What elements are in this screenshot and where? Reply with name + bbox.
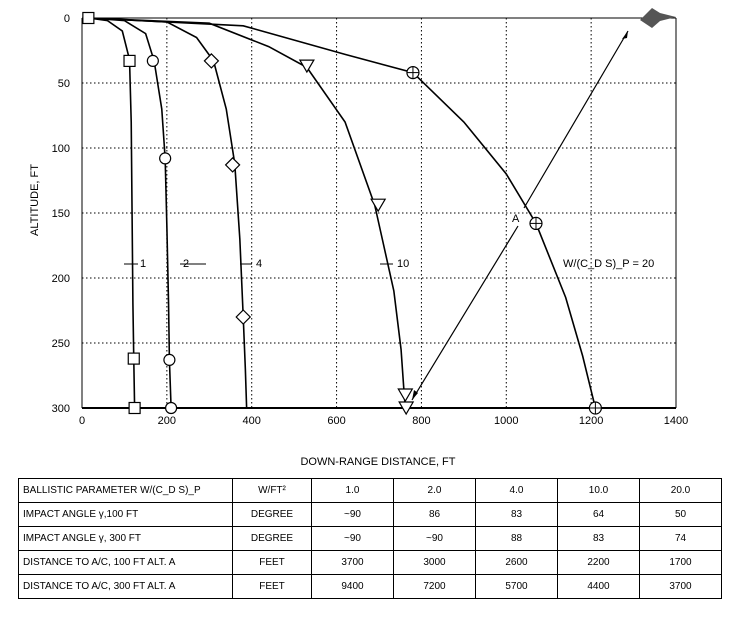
table-cell: 2600 — [475, 550, 558, 575]
row-label: BALLISTIC PARAMETER W/(C_D S)_P — [18, 478, 233, 503]
series-line — [88, 17, 248, 409]
series-line — [88, 17, 136, 409]
table-cell: 3000 — [393, 550, 476, 575]
data-point-triangle — [397, 388, 414, 403]
row-unit: FEET — [232, 574, 312, 599]
aircraft-icon — [640, 8, 676, 28]
x-axis-label: DOWN-RANGE DISTANCE, FT — [300, 456, 455, 468]
table-cell: 74 — [639, 526, 722, 551]
point-label-a: A — [512, 213, 520, 225]
x-tick-label: 1000 — [494, 415, 518, 427]
table-cell: ~90 — [393, 526, 476, 551]
data-point-triangle — [298, 59, 315, 74]
data-point-triangle — [398, 401, 415, 416]
data-point-circle — [159, 152, 172, 165]
table-cell: 1.0 — [311, 478, 394, 503]
series-line — [88, 17, 172, 409]
data-point-circle-plus — [588, 401, 602, 415]
table-cell: 1700 — [639, 550, 722, 575]
row-unit: DEGREE — [232, 502, 312, 527]
table-cell: 4.0 — [475, 478, 558, 503]
x-tick-label: 200 — [158, 415, 176, 427]
table-cell: 5700 — [475, 574, 558, 599]
table-cell: 3700 — [639, 574, 722, 599]
curve-label: 10 — [397, 258, 409, 270]
table-cell: 3700 — [311, 550, 394, 575]
table-cell: 10.0 — [557, 478, 640, 503]
table-row: DISTANCE TO A/C, 100 FT ALT. A FEET 3700 30… — [18, 550, 722, 575]
y-tick-label: 100 — [52, 143, 70, 155]
trajectory-curves — [88, 17, 597, 409]
data-point-circle — [165, 401, 178, 415]
data-point-diamond — [203, 53, 220, 69]
table-cell: 4400 — [557, 574, 640, 599]
row-label: DISTANCE TO A/C, 100 FT ALT. A — [18, 550, 233, 575]
row-label: DISTANCE TO A/C, 300 FT ALT. A — [18, 574, 233, 599]
table-cell: 64 — [557, 502, 640, 527]
table-cell: 7200 — [393, 574, 476, 599]
y-tick-label: 300 — [52, 403, 70, 415]
series-line — [88, 17, 407, 409]
ballistic-parameter-table: BALLISTIC PARAMETER W/(C_D S)_P W/FT² 1.0 2… — [18, 478, 722, 599]
row-label: IMPACT ANGLE γ,100 FT — [18, 502, 233, 527]
table-row: IMPACT ANGLE γ,100 FT DEGREE ~90 86 83 64 50 — [18, 502, 722, 527]
data-point-diamond — [224, 157, 241, 173]
table-cell: 2.0 — [393, 478, 476, 503]
table-row: DISTANCE TO A/C, 300 FT ALT. A FEET 9400 72… — [18, 574, 722, 599]
data-point-triangle — [370, 198, 387, 213]
table-cell: 88 — [475, 526, 558, 551]
curve-labels: 1 2 4 10 W/(C_D S)_P = 20 — [124, 258, 654, 270]
curve-label: W/(C_D S)_P = 20 — [563, 258, 654, 270]
table-cell: 9400 — [311, 574, 394, 599]
trajectory-chart: 0 200 400 600 800 1000 1200 1400 0 50 100 150 200 250… — [29, 8, 689, 468]
x-tick-label: 1200 — [579, 415, 603, 427]
series-line — [88, 17, 597, 409]
data-point-square — [127, 352, 140, 365]
row-unit: DEGREE — [232, 526, 312, 551]
data-point-circle — [146, 54, 159, 68]
data-point-circle-plus — [406, 65, 420, 80]
distance-arrows — [411, 30, 629, 401]
data-point-square — [123, 54, 136, 68]
y-tick-label: 0 — [64, 13, 70, 25]
row-label: IMPACT ANGLE γ, 300 FT — [18, 526, 233, 551]
y-tick-label: 50 — [58, 78, 70, 90]
row-unit: W/FT² — [232, 478, 312, 503]
curve-label: 4 — [256, 258, 262, 270]
row-unit: FEET — [232, 550, 312, 575]
table-cell: 86 — [393, 502, 476, 527]
table-cell: ~90 — [311, 502, 394, 527]
y-axis-label: ALTITUDE, FT — [29, 164, 41, 236]
trajectory-markers — [82, 11, 602, 416]
x-tick-label: 600 — [327, 415, 345, 427]
table-cell: 83 — [557, 526, 640, 551]
table-row: BALLISTIC PARAMETER W/(C_D S)_P W/FT² 1.0 2… — [18, 478, 722, 503]
data-point-circle-plus — [529, 216, 543, 230]
table-row: IMPACT ANGLE γ, 300 FT DEGREE ~90 ~90 88 83 74 — [18, 526, 722, 551]
curve-label: 1 — [140, 258, 146, 270]
y-tick-label: 250 — [52, 338, 70, 350]
data-point-circle — [163, 353, 176, 366]
x-tick-label: 0 — [79, 415, 85, 427]
table-cell: 2200 — [557, 550, 640, 575]
table-cell: 50 — [639, 502, 722, 527]
y-tick-label: 200 — [52, 273, 70, 285]
x-tick-label: 400 — [243, 415, 261, 427]
table-cell: ~90 — [311, 526, 394, 551]
x-tick-label: 1400 — [664, 415, 688, 427]
table-cell: 83 — [475, 502, 558, 527]
y-tick-label: 150 — [52, 208, 70, 220]
data-point-square — [82, 11, 95, 25]
grid-lines — [81, 17, 677, 409]
data-point-diamond — [235, 309, 252, 325]
table-cell: 20.0 — [639, 478, 722, 503]
tick-labels: 0 200 400 600 800 1000 1200 1400 0 50 100 150 200 250… — [52, 13, 689, 427]
data-point-square — [128, 401, 141, 415]
x-tick-label: 800 — [412, 415, 430, 427]
